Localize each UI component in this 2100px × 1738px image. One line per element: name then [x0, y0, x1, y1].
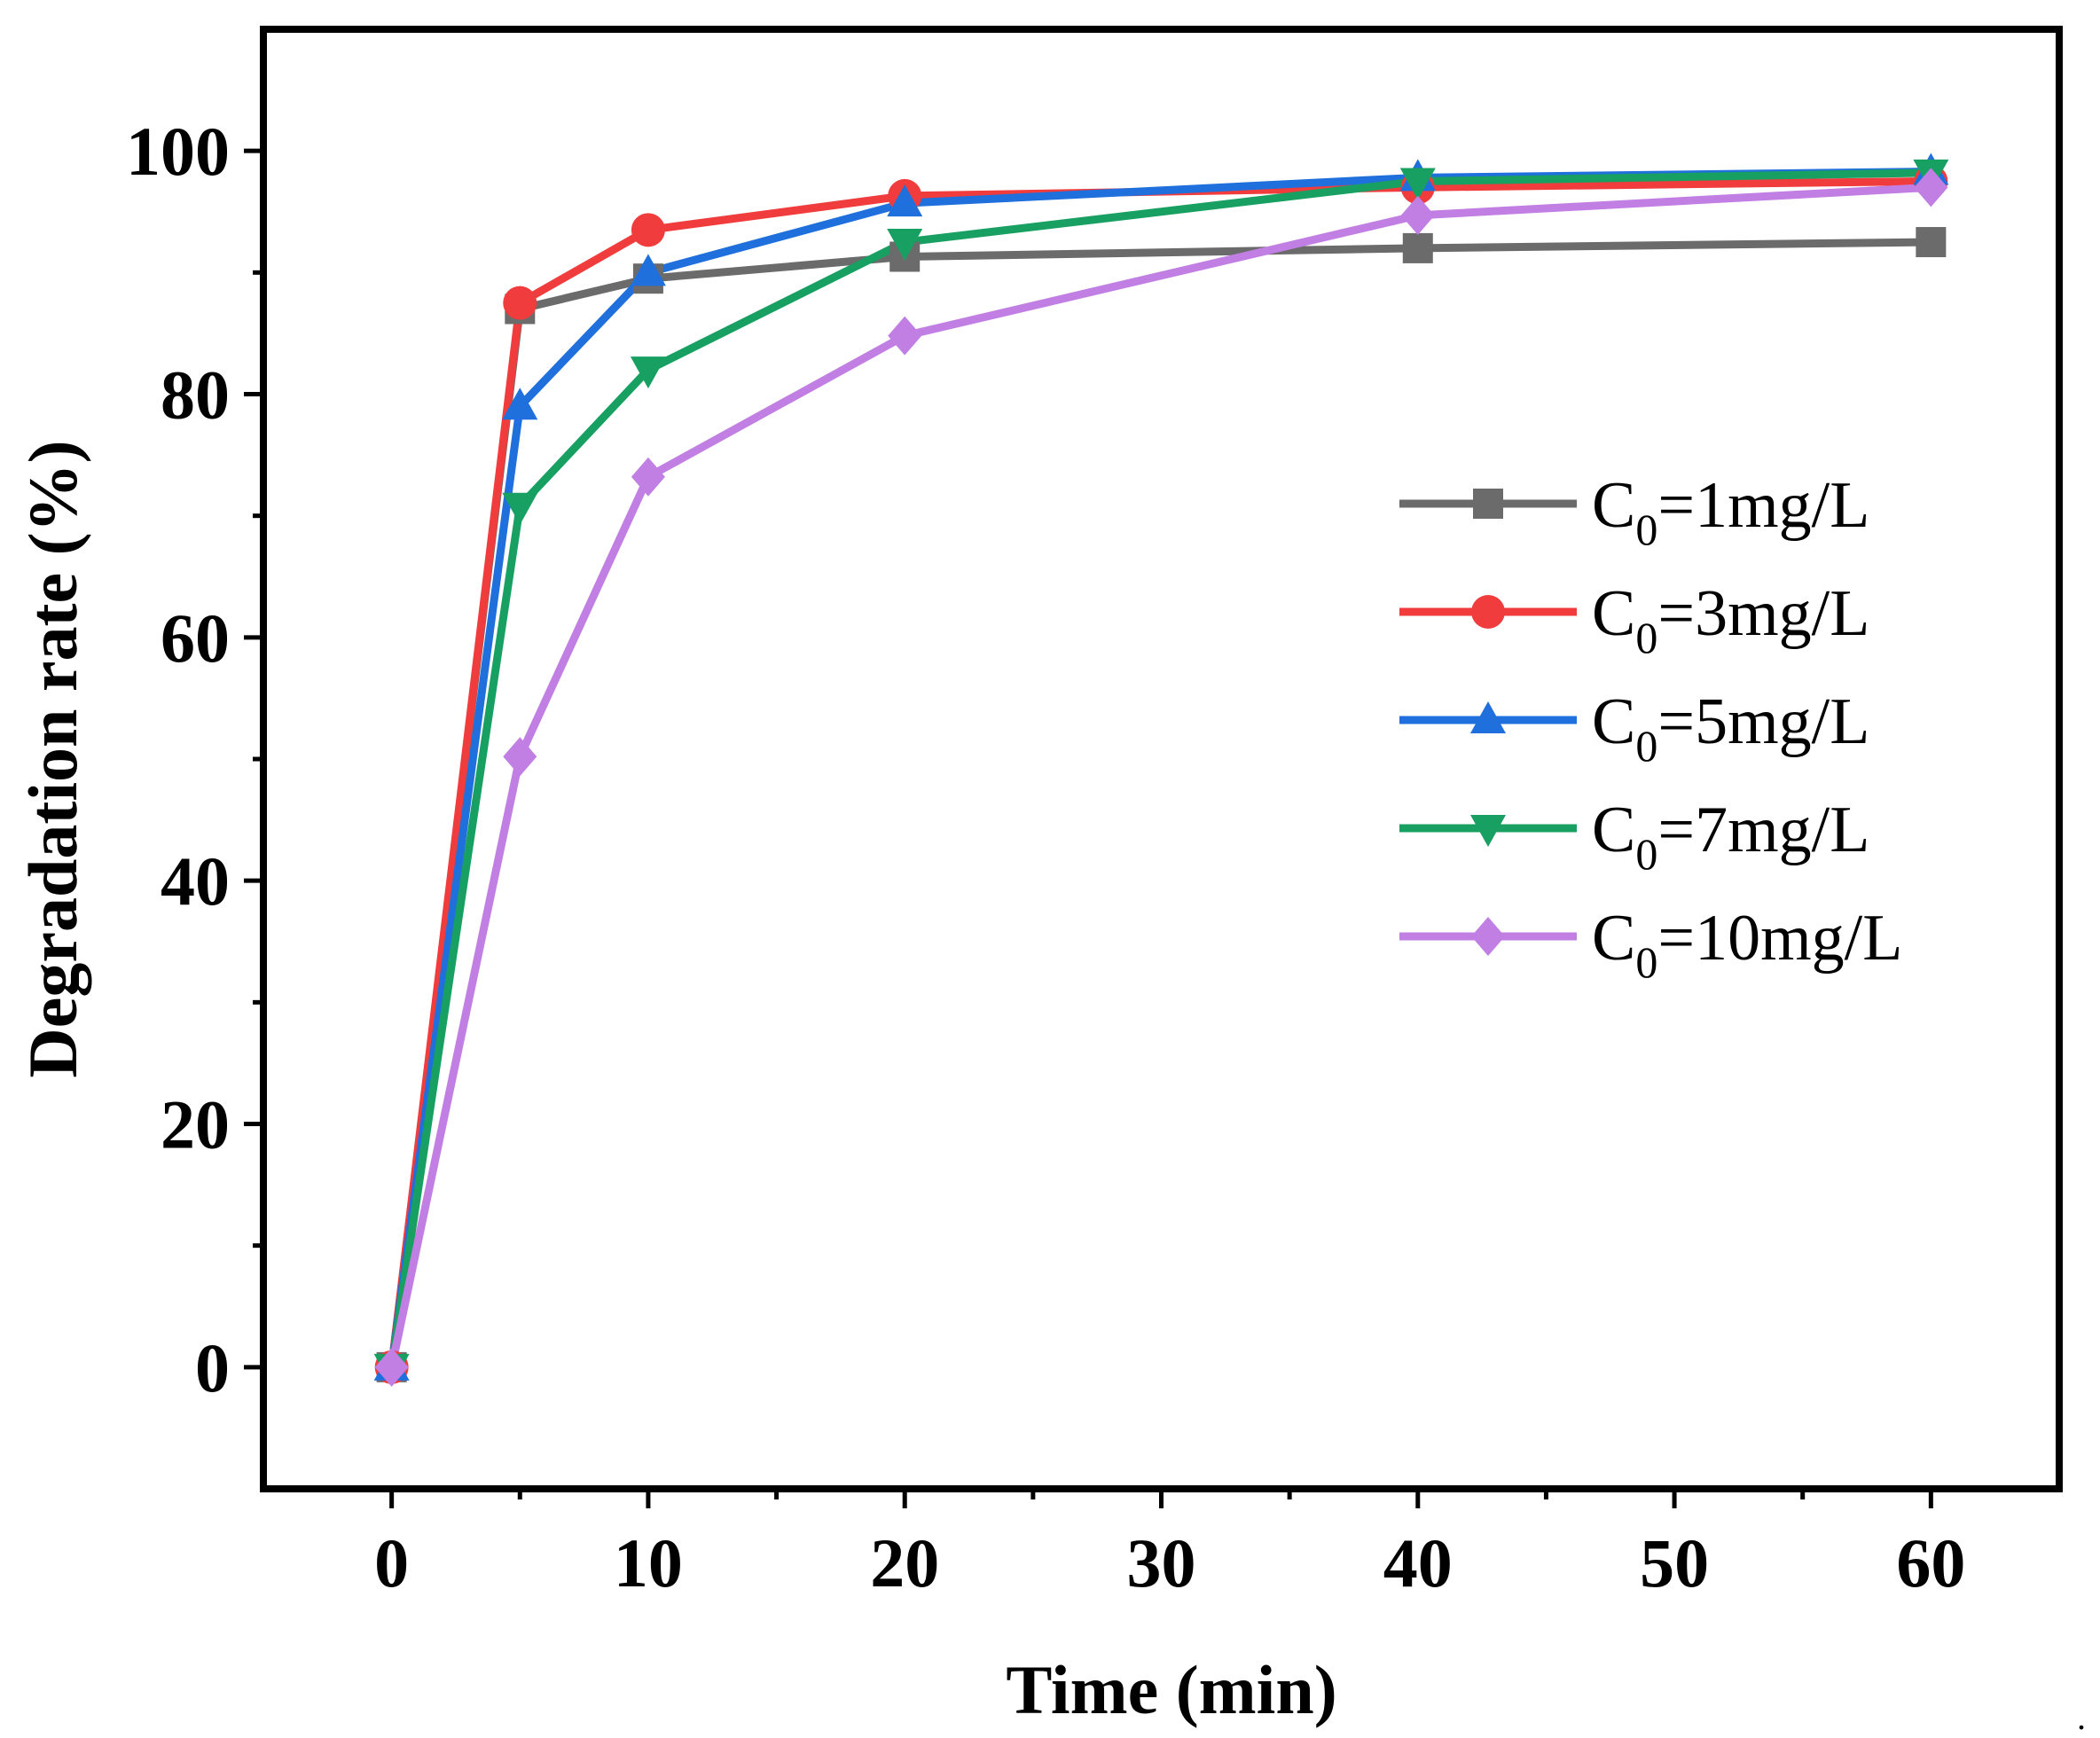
legend: C0=1mg/L C0=3mg/L C0=5mg/L C0=7mg/L C0=10mg/…: [1399, 469, 1902, 987]
x-tick-label: 40: [1383, 1524, 1453, 1601]
legend-label: C0=10mg/L: [1592, 902, 1902, 987]
x-tick-label: 60: [1896, 1524, 1965, 1601]
y-tick-label: 40: [161, 842, 230, 920]
data-point-s1: [1402, 232, 1433, 263]
data-point-s4: [630, 356, 666, 389]
y-axis-title: Degradation rate (%): [14, 440, 91, 1077]
legend-label: C0=3mg/L: [1592, 577, 1869, 662]
legend-marker: [1470, 701, 1506, 733]
data-point-s5: [374, 1347, 409, 1387]
legend-marker: [1471, 595, 1505, 629]
legend-label: C0=7mg/L: [1592, 794, 1869, 879]
data-point-s4: [887, 229, 923, 262]
x-tick-label: 30: [1127, 1524, 1196, 1601]
x-tick-label: 10: [614, 1524, 683, 1601]
legend-marker: [1473, 489, 1503, 519]
data-point-s3: [630, 254, 666, 286]
y-tick-label: 60: [161, 599, 230, 677]
data-point-s4: [502, 492, 538, 525]
series-line-2: [388, 176, 1935, 1372]
data-point-s5: [888, 316, 922, 356]
series-line-5: [388, 183, 1935, 1372]
data-point-s2: [503, 286, 537, 320]
series-markers: [373, 153, 1949, 1387]
x-tick-label: 50: [1640, 1524, 1709, 1601]
series-lines: [388, 167, 1935, 1372]
legend-marker: [1471, 917, 1505, 956]
x-tick-label: 0: [374, 1524, 409, 1601]
data-point-s3: [502, 388, 538, 420]
series-line-3: [388, 167, 1935, 1372]
data-point-s3: [887, 184, 923, 217]
legend-marker: [1470, 815, 1506, 847]
legend-label: C0=5mg/L: [1592, 685, 1869, 771]
legend-label: C0=1mg/L: [1592, 469, 1869, 554]
data-point-s5: [503, 737, 537, 777]
y-tick-label: 0: [195, 1329, 230, 1406]
data-point-s5: [1400, 195, 1435, 235]
data-point-s5: [631, 457, 665, 497]
y-tick-label: 100: [126, 113, 230, 190]
y-tick-label: 20: [161, 1086, 230, 1163]
x-tick-label: 20: [870, 1524, 939, 1601]
data-point-s4: [1399, 168, 1436, 200]
y-tick-label: 80: [161, 356, 230, 434]
data-point-s2: [631, 213, 665, 247]
footnote-mark: .: [2077, 1697, 2086, 1737]
series-line-4: [388, 168, 1935, 1372]
data-point-s1: [1916, 227, 1947, 258]
axis-ticks: 0 10 20 30 40 50 60 0 20 40 60 80 100: [126, 113, 1965, 1601]
data-point-s5: [1914, 168, 1948, 207]
x-axis-title: Time (min): [1006, 1651, 1336, 1728]
